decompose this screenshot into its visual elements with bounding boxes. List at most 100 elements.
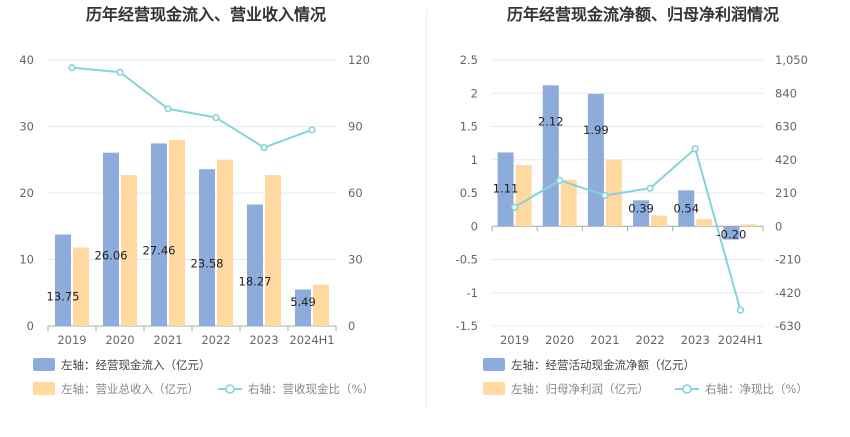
cash-inflow-revenue-chart: 历年经营现金流入、营业收入情况 0 10 20 30 40 0 30 60 90 120 2019 20…: [19, 5, 374, 396]
right-axis-tick: 630: [775, 120, 797, 134]
line-point: [736, 306, 745, 314]
left-axis-tick: 20: [19, 186, 34, 200]
left-axis-tick: -1.5: [456, 319, 478, 333]
bar-series-1: [295, 289, 311, 326]
bar-series-1: [723, 226, 740, 240]
bar-data-label: -0.20: [717, 227, 747, 241]
left-axis-tick: 0.5: [460, 186, 478, 200]
legend-swatch-line-point: [682, 384, 692, 394]
right-axis-tick: 30: [348, 253, 363, 267]
legend-label-series-1: 左轴：经营现金流入（亿元）: [61, 358, 211, 372]
left-axis-tick: 1: [471, 153, 478, 167]
right-axis-tick: -630: [775, 319, 801, 333]
left-axis-tick: 0: [471, 219, 478, 233]
x-axis-category-label: 2022: [635, 333, 664, 347]
bar-data-label: 1.99: [583, 123, 609, 137]
bar-series-1: [199, 169, 215, 326]
bar-series-2: [169, 139, 185, 326]
x-axis-category-label: 2020: [545, 333, 574, 347]
line-point: [646, 184, 654, 192]
bar-data-label: 13.75: [47, 289, 80, 303]
left-axis-tick: -0.5: [456, 253, 478, 267]
right-axis-tick: -210: [775, 253, 801, 267]
legend-swatch-bar-2: [33, 382, 55, 395]
x-axis-category-label: 2020: [105, 333, 134, 347]
bar-series-1: [247, 204, 263, 326]
left-axis-tick: 10: [19, 253, 34, 267]
line-point: [691, 145, 699, 153]
x-axis-category-label: 2019: [57, 333, 86, 347]
right-axis-tick: -420: [775, 286, 801, 300]
panel-divider: [426, 10, 427, 410]
x-axis-category-label: 2024H1: [289, 333, 334, 347]
bar-series-2: [73, 247, 89, 326]
chart-title: 历年经营现金流净额、归母净利润情况: [507, 5, 779, 24]
left-axis-tick: 0: [27, 319, 34, 333]
legend-label-series-2: 左轴：营业总收入（亿元）: [61, 382, 199, 396]
net-cashflow-profit-chart: 历年经营现金流净额、归母净利润情况 -1.5 -1 -0.5 0 0.5 1 1.5 2 2.5 -…: [456, 5, 808, 396]
right-axis-tick: 210: [775, 186, 797, 200]
right-axis-tick: 90: [348, 120, 363, 134]
left-axis-tick: 1.5: [460, 120, 478, 134]
legend-label-series-3: 右轴：净现比（%）: [705, 382, 808, 396]
bar-series-2: [515, 165, 532, 227]
right-axis-tick: 60: [348, 186, 363, 200]
left-axis-tick: 2.5: [460, 53, 478, 67]
right-axis-tick: 120: [348, 53, 370, 67]
legend-label-series-1: 左轴：经营活动现金流净额（亿元）: [511, 358, 695, 372]
x-axis-category-label: 2024H1: [718, 333, 763, 347]
bar-data-label: 27.46: [143, 244, 176, 258]
line-point: [164, 105, 172, 113]
legend-swatch-bar-2: [483, 382, 505, 395]
bar-series-2: [121, 175, 137, 326]
right-axis-tick: 0: [348, 319, 355, 333]
bar-series-2: [265, 175, 281, 326]
bar-series-1: [103, 152, 119, 326]
line-point: [510, 203, 519, 211]
x-axis-category-label: 2023: [681, 333, 710, 347]
chart-title: 历年经营现金流入、营业收入情况: [86, 5, 326, 24]
bar-data-label: 2.12: [538, 114, 564, 128]
legend-swatch-line-point: [225, 384, 235, 394]
bar-data-label: 18.27: [239, 274, 272, 288]
bar-series-1: [633, 200, 650, 227]
x-axis-category-label: 2022: [201, 333, 230, 347]
right-axis-tick: 1,050: [775, 53, 808, 67]
line-point: [68, 64, 76, 72]
left-axis-tick: -1: [467, 286, 478, 300]
bar-series-1: [678, 190, 695, 227]
legend-label-series-3: 右轴：营收现金比（%）: [248, 382, 374, 396]
bar-series-2: [651, 215, 668, 227]
right-axis-tick: 420: [775, 153, 797, 167]
legend-swatch-bar-1: [33, 358, 55, 371]
line-point: [308, 126, 316, 134]
x-axis-category-label: 2023: [249, 333, 278, 347]
bar-series-2: [217, 159, 233, 326]
line-point: [116, 68, 124, 76]
line-point: [212, 114, 220, 122]
bar-series-1: [151, 143, 167, 326]
bar-data-label: 1.11: [493, 181, 519, 195]
bar-data-label: 0.39: [628, 201, 654, 215]
legend-swatch-bar-1: [483, 358, 505, 371]
left-axis-tick: 40: [19, 53, 34, 67]
bar-series-1: [542, 85, 559, 227]
left-axis-tick: 30: [19, 120, 34, 134]
line-point: [556, 176, 564, 184]
bar-data-label: 5.49: [290, 295, 316, 309]
legend-label-series-2: 左轴：归母净利润（亿元）: [511, 382, 649, 396]
bar-data-label: 23.58: [191, 257, 224, 271]
line-series: [514, 146, 742, 311]
x-axis-category-label: 2019: [500, 333, 529, 347]
bar-series-2: [741, 224, 758, 227]
right-axis-tick: 840: [775, 86, 797, 100]
right-axis-tick: 0: [775, 219, 782, 233]
line-point: [601, 191, 609, 199]
x-axis-category-label: 2021: [590, 333, 619, 347]
bar-series-2: [560, 179, 577, 227]
x-axis-category-label: 2021: [153, 333, 182, 347]
bar-series-2: [313, 284, 329, 326]
bar-data-label: 26.06: [95, 248, 128, 262]
bar-data-label: 0.54: [673, 201, 699, 215]
line-point: [260, 143, 268, 152]
